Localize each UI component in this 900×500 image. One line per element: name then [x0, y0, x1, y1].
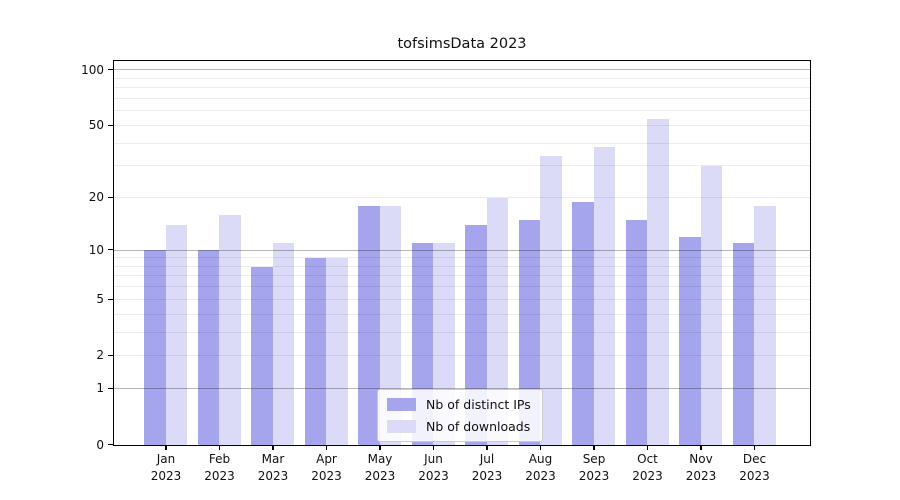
gridline-minor-6 — [114, 286, 810, 288]
x-axis-tick-mark — [272, 445, 274, 450]
bar-distinct-ips-dec — [732, 243, 755, 445]
gridline-minor-60 — [114, 110, 810, 112]
y-axis-tick-mark — [108, 354, 113, 356]
gridline-minor-30 — [114, 165, 810, 167]
y-axis-tick-label-50: 50 — [88, 118, 104, 133]
x-axis-tick-mark — [379, 445, 381, 450]
y-axis-tick-label-10: 10 — [88, 242, 104, 257]
y-axis-tick-label-5: 5 — [96, 292, 104, 307]
bar-downloads-aug — [540, 156, 562, 445]
x-axis-tick-label-feb: Feb 2023 — [204, 452, 235, 483]
x-axis-tick-mark — [325, 445, 328, 450]
gridline-minor-70 — [114, 98, 810, 99]
legend-item-distinct-ips: Nb of distinct IPs — [387, 397, 531, 412]
bar-downloads-mar — [272, 243, 295, 445]
bar-downloads-nov — [700, 166, 723, 445]
gridline-minor-2 — [114, 355, 810, 357]
gridline-minor-8 — [114, 265, 810, 267]
y-axis-tick-label-20: 20 — [88, 190, 104, 205]
x-axis-tick-label-mar: Mar 2023 — [257, 452, 289, 483]
legend-swatch-downloads — [387, 420, 416, 433]
bar-distinct-ips-may — [358, 205, 380, 445]
bar-downloads-jan — [165, 225, 188, 445]
x-axis-tick-mark — [432, 445, 435, 450]
legend: Nb of distinct IPs Nb of downloads — [377, 389, 543, 442]
x-axis-tick-label-may: May 2023 — [364, 452, 396, 483]
y-axis-tick-label-2: 2 — [96, 348, 104, 363]
bar-distinct-ips-feb — [197, 250, 220, 445]
y-axis-tick-label-100: 100 — [81, 62, 104, 77]
bar-distinct-ips-aug — [518, 219, 541, 445]
y-axis-tick-mark — [108, 124, 113, 126]
y-axis-tick-mark — [108, 298, 113, 300]
gridline-minor-90 — [114, 77, 810, 79]
bar-distinct-ips-jan — [144, 250, 166, 445]
y-axis-tick-mark — [108, 387, 113, 389]
gridline-major-10 — [114, 249, 810, 251]
bar-downloads-sep — [593, 147, 616, 445]
y-axis-tick-mark — [108, 69, 113, 71]
bar-downloads-may — [379, 205, 402, 445]
gridline-major-100 — [114, 69, 810, 71]
gridline-minor-20 — [114, 197, 810, 198]
gridline-minor-3 — [114, 331, 810, 333]
bar-distinct-ips-oct — [625, 219, 648, 445]
y-axis-tick-mark — [108, 196, 113, 198]
x-axis-tick-label-aug: Aug 2023 — [525, 452, 556, 483]
x-axis-tick-label-jul: Jul 2023 — [471, 452, 503, 483]
y-axis-tick-label-0: 0 — [96, 437, 104, 452]
x-axis-tick-label-oct: Oct 2023 — [632, 452, 663, 483]
y-axis-tick-label-1: 1 — [96, 381, 104, 396]
chart-title: tofsimsData 2023 — [397, 36, 527, 52]
gridline-minor-50 — [114, 124, 810, 126]
x-axis-tick-label-jun: Jun 2023 — [418, 452, 449, 483]
x-axis-tick-mark — [753, 445, 756, 450]
x-axis-tick-mark — [593, 445, 595, 450]
legend-label-distinct-ips: Nb of distinct IPs — [426, 397, 531, 412]
y-axis-tick-mark — [108, 444, 113, 446]
x-axis-tick-label-nov: Nov 2023 — [685, 452, 717, 483]
gridline-minor-40 — [114, 142, 810, 144]
x-axis-tick-label-dec: Dec 2023 — [739, 452, 770, 483]
bar-downloads-jul — [486, 197, 509, 445]
bar-distinct-ips-nov — [679, 236, 701, 445]
gridline-minor-9 — [114, 257, 810, 259]
legend-label-downloads: Nb of downloads — [426, 419, 531, 434]
legend-swatch-distinct-ips — [387, 398, 416, 411]
x-axis-tick-mark — [646, 445, 649, 450]
gridline-minor-7 — [114, 275, 810, 277]
bar-downloads-dec — [754, 205, 776, 445]
x-axis-tick-mark — [539, 445, 542, 450]
x-axis-tick-label-apr: Apr 2023 — [311, 452, 342, 483]
gridline-minor-4 — [114, 313, 810, 315]
gridline-minor-5 — [114, 298, 810, 300]
plot-area — [113, 60, 811, 446]
bar-downloads-apr — [326, 257, 348, 445]
x-axis-tick-mark — [486, 445, 488, 450]
x-axis-tick-mark — [165, 445, 167, 450]
bar-downloads-feb — [219, 214, 241, 445]
bar-downloads-oct — [647, 119, 669, 445]
x-axis-tick-label-sep: Sep 2023 — [578, 452, 610, 483]
x-axis-tick-mark — [700, 445, 702, 450]
bar-distinct-ips-mar — [251, 266, 273, 445]
x-axis-tick-label-jan: Jan 2023 — [150, 452, 182, 483]
x-axis-tick-mark — [218, 445, 221, 450]
gridline-major-1 — [114, 388, 810, 390]
y-axis-tick-mark — [108, 249, 113, 251]
gridline-minor-80 — [114, 87, 810, 89]
bar-distinct-ips-sep — [572, 201, 594, 445]
legend-item-downloads: Nb of downloads — [387, 419, 531, 434]
bar-distinct-ips-apr — [304, 257, 327, 445]
